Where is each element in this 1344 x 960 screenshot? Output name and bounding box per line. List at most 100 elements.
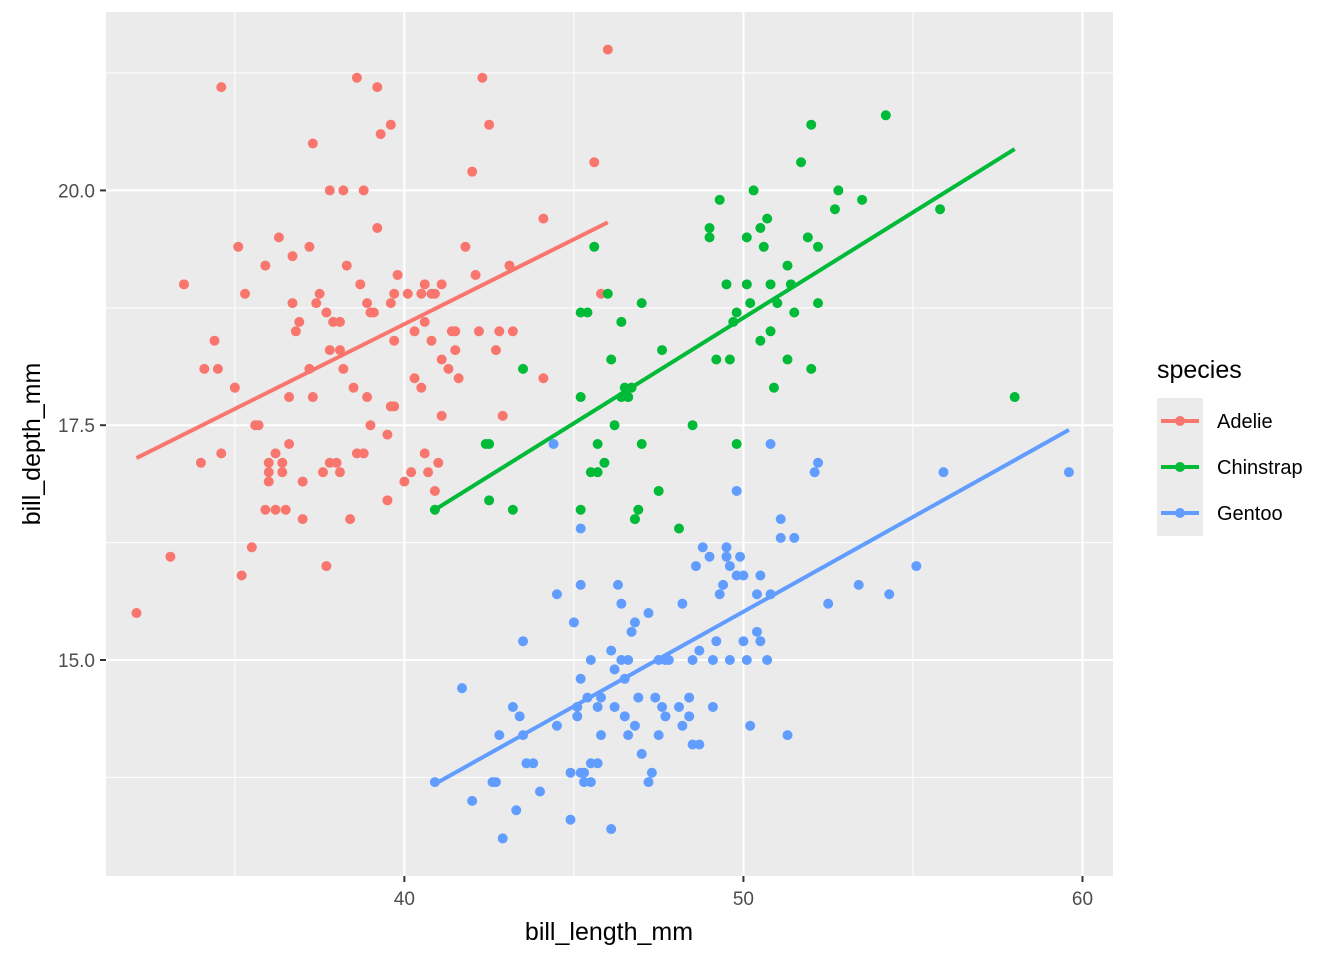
legend-key-point-adelie [1175,416,1185,426]
data-point-adelie [260,260,271,271]
data-point-chinstrap [755,335,766,346]
data-point-chinstrap [589,241,600,252]
data-point-adelie [351,72,362,83]
data-point-chinstrap [772,298,783,309]
data-point-adelie [263,476,274,487]
data-point-adelie [317,467,328,478]
data-point-gentoo [592,758,603,769]
data-point-adelie [297,476,308,487]
data-point-chinstrap [768,382,779,393]
data-point-adelie [199,363,210,374]
data-point-gentoo [609,701,620,712]
data-point-gentoo [823,598,834,609]
data-point-gentoo [1063,467,1074,478]
data-point-chinstrap [765,279,776,290]
data-point-adelie [277,467,288,478]
data-point-gentoo [714,589,725,600]
data-point-chinstrap [806,363,817,374]
data-point-adelie [406,467,417,478]
data-point-adelie [212,363,223,374]
data-point-adelie [260,504,271,515]
data-point-adelie [382,429,393,440]
data-point-chinstrap [789,307,800,318]
data-point-gentoo [497,833,508,844]
data-point-adelie [450,326,461,337]
data-point-chinstrap [833,185,844,196]
data-point-chinstrap [728,316,739,327]
data-point-adelie [345,514,356,525]
data-point-gentoo [775,532,786,543]
data-point-adelie [307,392,318,403]
data-point-gentoo [629,617,640,628]
data-point-adelie [436,410,447,421]
data-point-chinstrap [484,495,495,506]
data-point-adelie [602,44,613,55]
data-point-gentoo [609,664,620,675]
data-point-adelie [314,288,325,299]
data-point-gentoo [490,777,501,788]
data-point-chinstrap [592,439,603,449]
legend-label-adelie: Adelie [1217,411,1273,433]
data-point-gentoo [765,589,776,600]
data-point-adelie [324,185,335,196]
data-point-adelie [165,551,176,562]
data-point-gentoo [565,767,576,778]
data-point-chinstrap [741,279,752,290]
fit-line-chinstrap [433,147,1016,512]
data-point-chinstrap [653,485,664,496]
data-point-gentoo [762,655,773,665]
data-point-gentoo [467,795,478,806]
data-point-adelie [436,354,447,365]
data-point-gentoo [596,692,607,703]
data-point-gentoo [684,711,695,722]
data-point-chinstrap [745,298,756,309]
data-point-gentoo [718,579,729,590]
data-point-gentoo [575,523,586,534]
data-point-gentoo [724,655,735,665]
data-point-gentoo [572,711,583,722]
data-point-adelie [426,335,437,346]
data-point-adelie [419,448,430,459]
data-point-gentoo [643,608,654,619]
data-point-gentoo [612,579,623,590]
data-points [131,44,1074,844]
data-point-gentoo [626,626,637,637]
data-point-adelie [348,382,359,393]
data-point-gentoo [755,636,766,647]
data-point-adelie [419,316,430,327]
data-point-gentoo [548,439,559,449]
data-point-adelie [385,298,396,309]
data-point-adelie [284,392,295,403]
data-point-adelie [443,363,454,374]
data-point-chinstrap [599,457,610,468]
data-point-chinstrap [813,241,824,252]
data-point-adelie [362,392,373,403]
data-point-adelie [270,504,281,515]
data-point-adelie [358,448,369,459]
data-point-chinstrap [802,232,813,243]
data-point-adelie [389,401,400,412]
data-point-gentoo [575,579,586,590]
data-point-adelie [284,439,295,449]
data-point-gentoo [751,626,762,637]
data-point-chinstrap [636,439,647,449]
data-point-adelie [280,504,291,515]
data-point-adelie [355,279,366,290]
data-point-adelie [240,288,251,299]
data-point-adelie [334,467,345,478]
data-point-gentoo [585,777,596,788]
data-point-adelie [287,251,298,262]
data-point-adelie [341,260,352,271]
data-point-gentoo [592,701,603,712]
data-point-adelie [321,307,332,318]
data-point-gentoo [457,683,468,694]
y-axis-title: bill_depth_mm [18,363,46,526]
data-point-adelie [450,345,461,356]
fit-line-gentoo [433,428,1070,786]
x-axis-title: bill_length_mm [525,918,693,946]
data-point-adelie [490,345,501,356]
data-point-gentoo [738,570,749,581]
data-point-adelie [416,288,427,299]
data-point-adelie [321,561,332,572]
